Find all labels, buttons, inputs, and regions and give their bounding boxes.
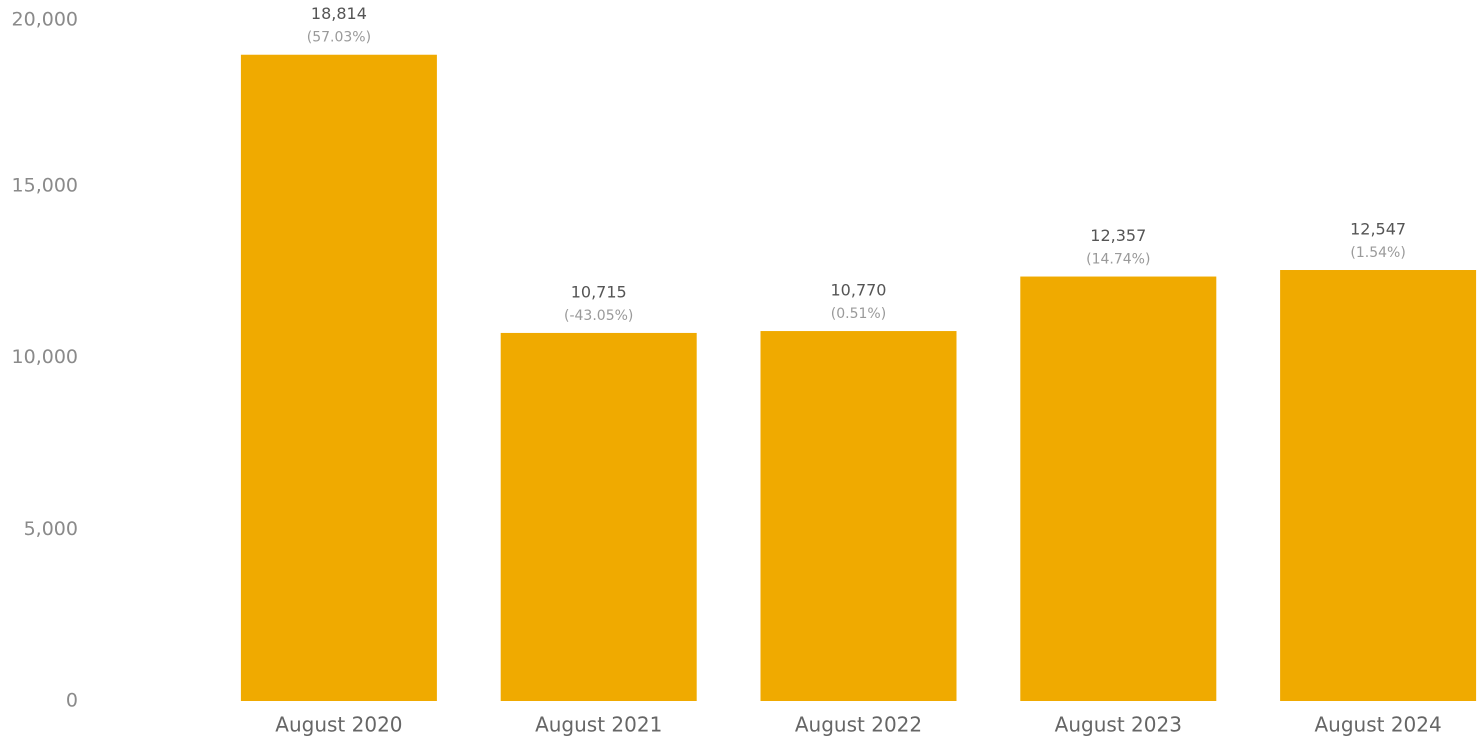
bar [1020, 276, 1217, 701]
y-tick-label: 20,000 [12, 9, 78, 31]
bar [500, 332, 697, 701]
bar [240, 54, 437, 702]
value-label: 12,547 [1350, 220, 1406, 239]
x-tick-label: August 2024 [1314, 713, 1441, 737]
change-label: (57.03%) [307, 30, 371, 46]
value-label: 12,357 [1090, 226, 1146, 245]
change-label: (0.51%) [831, 306, 886, 322]
value-label: 10,770 [831, 281, 887, 300]
x-tick-label: August 2020 [275, 713, 402, 737]
change-label: (14.74%) [1086, 252, 1150, 268]
y-tick-label: 10,000 [12, 346, 78, 368]
y-tick-label: 0 [66, 690, 78, 712]
y-tick-label: 5,000 [24, 518, 78, 540]
y-tick-label: 15,000 [12, 174, 78, 196]
change-label: (1.54%) [1350, 245, 1405, 261]
change-label: (-43.05%) [564, 308, 633, 324]
x-tick-label: August 2021 [535, 713, 662, 737]
x-tick-label: August 2022 [795, 713, 922, 737]
x-tick-label: August 2023 [1055, 713, 1182, 737]
value-label: 18,814 [311, 4, 367, 23]
bar [760, 331, 957, 701]
bar [1280, 270, 1477, 701]
value-label: 10,715 [571, 282, 627, 301]
